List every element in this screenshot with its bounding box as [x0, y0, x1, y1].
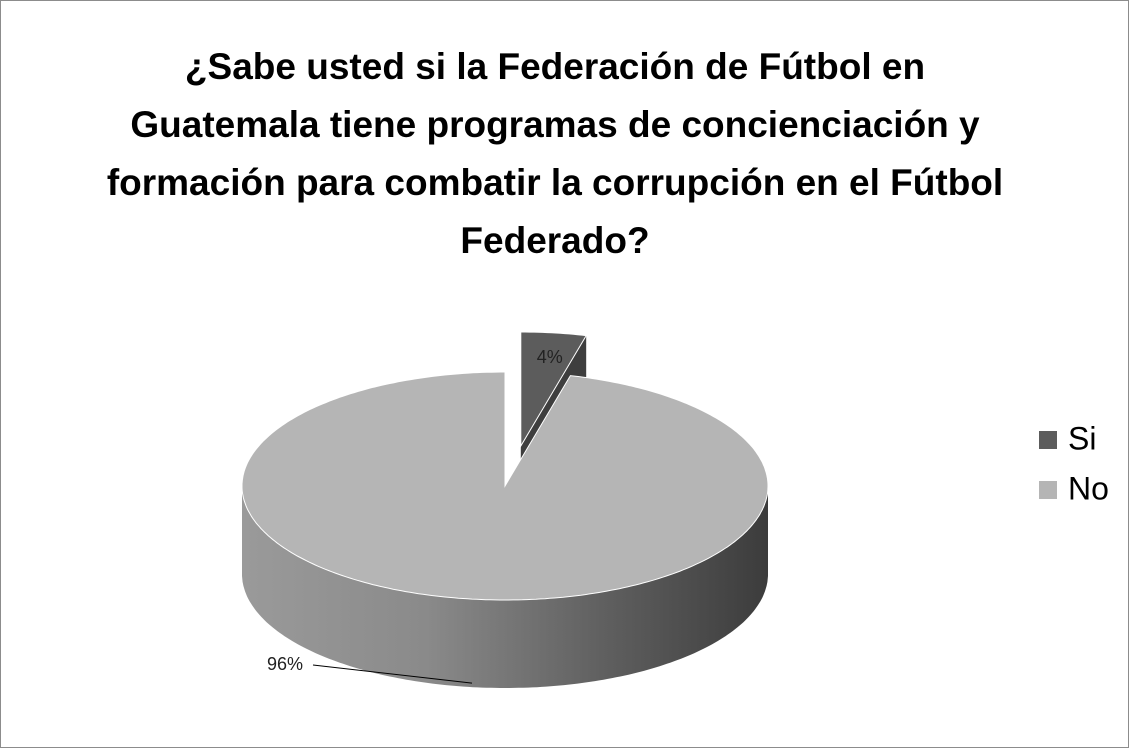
chart-title: ¿Sabe usted si la Federación de Fútbol e…: [106, 46, 1004, 261]
legend-label: No: [1068, 470, 1109, 506]
pie-slice: [520, 331, 588, 448]
legend-swatch: [1039, 481, 1057, 499]
leader-line: [312, 664, 473, 684]
legend-swatch: [1039, 431, 1057, 449]
slice-side: [242, 486, 768, 688]
legend-label: Si: [1068, 420, 1096, 456]
data-label: 96%: [267, 654, 303, 674]
pie-slice: [241, 371, 769, 601]
data-label: 4%: [537, 347, 563, 367]
